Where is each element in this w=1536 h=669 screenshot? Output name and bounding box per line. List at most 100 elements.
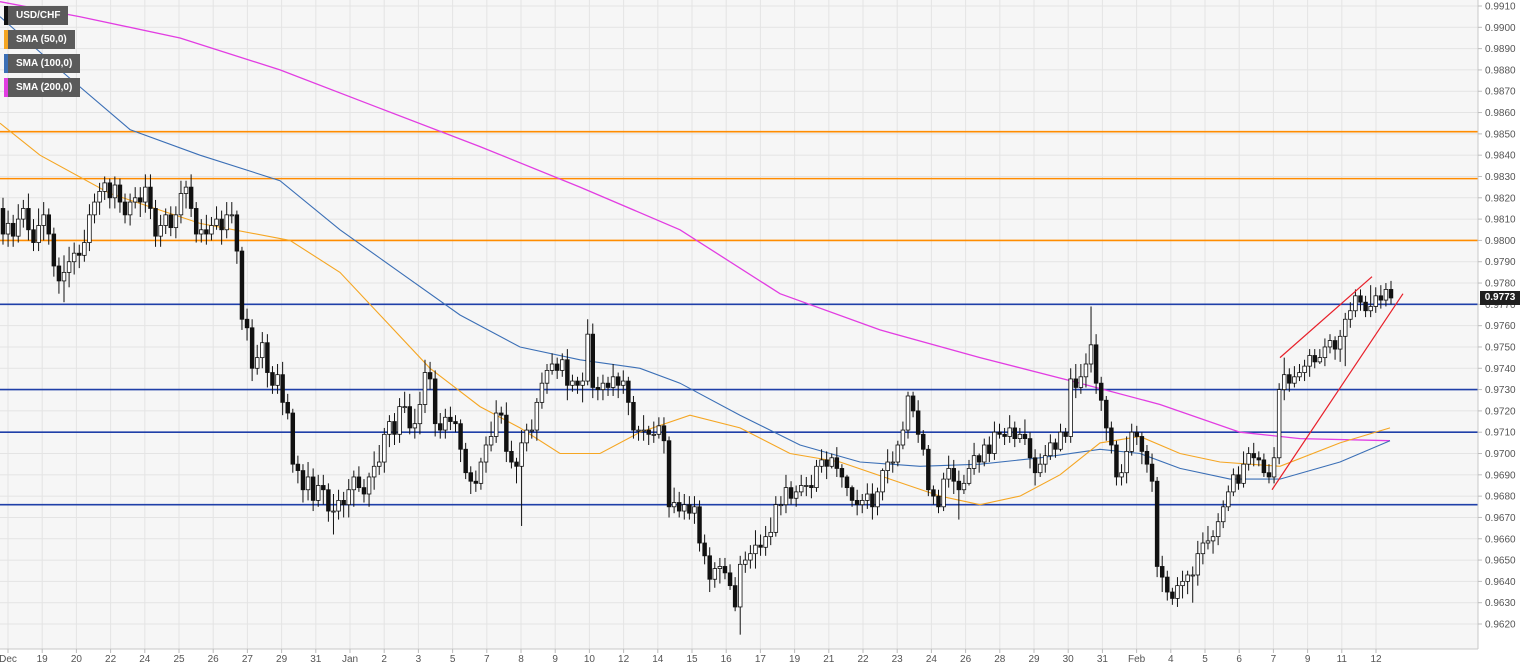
candle-body	[1256, 457, 1262, 461]
candle-body	[188, 186, 194, 209]
x-tick-label: 7	[484, 654, 490, 665]
x-tick-label: Jan	[342, 654, 358, 665]
candle-body	[1246, 453, 1251, 465]
candle-body	[1139, 436, 1145, 452]
x-tick-label: 15	[686, 654, 698, 665]
candlesticks	[0, 174, 1394, 635]
candle-body	[676, 502, 682, 512]
y-tick-label: 0.9840	[1485, 151, 1516, 162]
candle-body	[839, 468, 845, 478]
candle-body	[783, 487, 789, 506]
candle-body	[753, 544, 758, 555]
last-price-tag: 0.9773	[1480, 291, 1520, 305]
candle-body	[468, 472, 473, 482]
candle-body	[397, 406, 402, 435]
candle-body	[1159, 566, 1165, 578]
legend-label: SMA (200,0)	[16, 82, 73, 93]
candle-body	[417, 404, 423, 425]
candle-body	[814, 465, 819, 489]
y-tick-label: 0.9830	[1485, 172, 1516, 183]
candle-body	[46, 214, 51, 235]
x-tick-label: 6	[1236, 654, 1242, 665]
candle-body	[1200, 542, 1206, 555]
candle-body	[229, 214, 235, 217]
x-tick-label: 17	[755, 654, 767, 665]
y-tick-label: 0.9910	[1485, 2, 1516, 13]
candle-body	[834, 457, 840, 469]
candle-body	[997, 431, 1002, 435]
candle-body	[1348, 310, 1353, 320]
candle-body	[1307, 355, 1312, 367]
candle-body	[615, 376, 621, 386]
x-tick-label: 22	[857, 654, 869, 665]
y-tick-label: 0.9750	[1485, 342, 1516, 353]
channel-trendline	[1271, 293, 1404, 491]
candle-body	[890, 461, 895, 464]
candle-body	[1114, 444, 1119, 478]
candle-body	[371, 465, 377, 478]
plot-background	[0, 0, 1478, 649]
candle-body	[234, 214, 240, 252]
candle-body	[493, 412, 499, 437]
y-tick-label: 0.9640	[1485, 577, 1516, 588]
candle-body	[1063, 431, 1068, 437]
candle-body	[346, 489, 351, 506]
x-tick-label: 7	[1271, 654, 1277, 665]
candle-body	[636, 429, 641, 432]
candle-body	[560, 359, 565, 371]
candle-body	[1129, 431, 1134, 452]
x-tick-label: 21	[823, 654, 835, 665]
legend-item-sma100[interactable]: SMA (100,0)	[4, 54, 81, 73]
candle-body	[1241, 463, 1246, 484]
y-tick-label: 0.9870	[1485, 87, 1516, 98]
candle-body	[443, 416, 448, 431]
candle-body	[61, 271, 67, 282]
candle-body	[290, 412, 296, 465]
candle-body	[554, 363, 560, 371]
candle-body	[97, 190, 102, 203]
candle-body	[793, 491, 799, 499]
candle-body	[514, 461, 519, 467]
candle-body	[910, 395, 916, 412]
candle-body	[427, 372, 433, 380]
candle-body	[915, 410, 921, 435]
legend-item-usdchf[interactable]: USD/CHF	[4, 6, 69, 25]
candle-body	[1231, 474, 1236, 493]
y-tick-label: 0.9780	[1485, 279, 1516, 290]
legend-item-sma200[interactable]: SMA (200,0)	[4, 78, 81, 97]
legend-swatch	[4, 78, 8, 97]
candle-body	[534, 401, 540, 431]
candle-body	[321, 485, 326, 491]
x-tick-label: 25	[173, 654, 185, 665]
candle-body	[631, 401, 636, 431]
x-tick-label: 3	[416, 654, 422, 665]
candle-body	[341, 499, 346, 506]
candle-body	[356, 476, 362, 489]
candle-body	[961, 482, 967, 491]
candle-body	[1220, 506, 1226, 523]
vertical-grid	[7, 0, 1377, 649]
rising-channel	[1271, 276, 1404, 491]
candle-body	[1078, 376, 1084, 388]
candle-body	[804, 485, 809, 487]
candle-body	[748, 553, 753, 561]
candle-body	[310, 476, 316, 501]
candle-body	[544, 370, 550, 384]
candle-body	[254, 357, 260, 369]
x-tick-label: 31	[1097, 654, 1109, 665]
x-tick-label: 29	[276, 654, 288, 665]
candle-body	[1073, 378, 1079, 388]
x-tick-label: 8	[518, 654, 524, 665]
legend-item-sma50[interactable]: SMA (50,0)	[4, 30, 75, 49]
x-tick-label: 14	[652, 654, 664, 665]
candle-body	[773, 504, 779, 533]
candle-body	[1165, 576, 1170, 593]
candle-body	[16, 218, 21, 237]
candle-body	[1282, 374, 1287, 390]
candle-body	[1226, 491, 1231, 508]
candle-body	[844, 476, 850, 489]
y-tick-label: 0.9770	[1485, 300, 1516, 311]
y-tick-label: 0.9810	[1485, 215, 1516, 226]
x-tick-label: 4	[1168, 654, 1174, 665]
x-tick-label: 28	[994, 654, 1006, 665]
